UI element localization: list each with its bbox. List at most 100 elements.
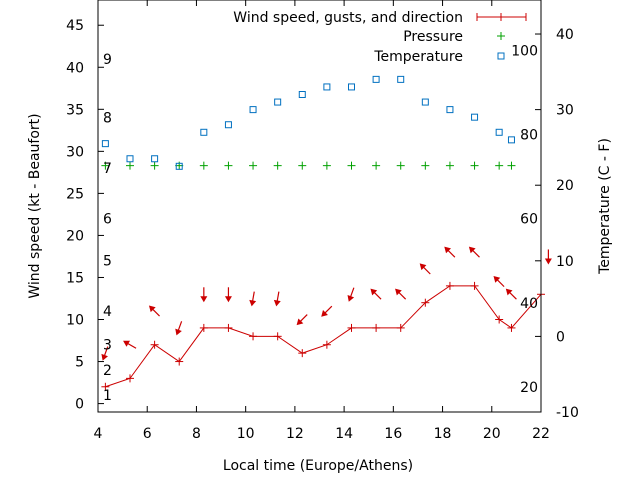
wind-speed-point	[224, 323, 233, 332]
wind-direction-arrow-head	[296, 318, 304, 326]
legend-label-wind: Wind speed, gusts, and direction	[233, 10, 463, 26]
y-axis-label-left: Wind speed (kt - Beaufort)	[27, 113, 43, 298]
wind-direction-arrow-head	[419, 263, 427, 271]
wind-speed-point	[347, 323, 356, 332]
wind-direction-arrow	[273, 291, 281, 307]
temperature-point	[495, 128, 503, 136]
y-left-tick-label: 45	[66, 18, 84, 34]
wind-direction-arrow-head	[200, 296, 208, 303]
x-tick-label: 16	[384, 426, 402, 442]
y-left-tick-label: 15	[66, 270, 84, 286]
x-tick-label: 22	[532, 426, 550, 442]
beaufort-label: 4	[103, 304, 112, 320]
fahrenheit-label: 20	[520, 380, 538, 396]
pressure-point	[445, 161, 454, 170]
x-tick-label: 8	[192, 426, 201, 442]
wind-direction-arrow-head	[101, 353, 108, 361]
temperature-point	[397, 75, 405, 83]
wind-speed-point	[249, 332, 258, 341]
temperature-point	[200, 128, 208, 136]
y-right-tick-label: 20	[556, 178, 574, 194]
wind-direction-arrow-head	[175, 328, 182, 336]
wind-speed-point	[470, 281, 479, 290]
series-layer	[101, 75, 552, 391]
temperature-point	[507, 136, 515, 144]
wind-direction-arrow	[123, 340, 137, 349]
wind-speed-point	[396, 323, 405, 332]
y-left-tick-label: 30	[66, 144, 84, 160]
fahrenheit-label: 100	[511, 44, 538, 60]
wind-direction-arrow-head	[347, 294, 355, 302]
pressure-point	[125, 161, 134, 170]
wind-speed-point	[445, 281, 454, 290]
y-left-tick-label: 25	[66, 186, 84, 202]
wind-speed-point	[125, 374, 134, 383]
pressure-point	[470, 161, 479, 170]
wind-direction-arrow	[505, 288, 517, 300]
y-left-tick-label: 40	[66, 60, 84, 76]
pressure-point	[199, 161, 208, 170]
wind-direction-arrow-head	[148, 305, 156, 313]
plot-frame	[97, 0, 542, 413]
temperature-point	[446, 106, 454, 114]
y-right-tick-label: 10	[556, 254, 574, 270]
wind-speed-point	[495, 315, 504, 324]
temperature-point	[323, 83, 331, 91]
x-tick-label: 6	[143, 426, 152, 442]
pressure-point	[347, 161, 356, 170]
wind-direction-arrow	[493, 276, 505, 288]
wind-direction-arrow	[175, 321, 183, 336]
x-tick-label: 14	[335, 426, 353, 442]
pressure-point	[507, 161, 516, 170]
wind-direction-arrow-head	[123, 340, 131, 347]
y-axis-label-right: Temperature (C - F)	[597, 138, 613, 275]
wind-direction-arrow-head	[395, 288, 402, 296]
wind-direction-arrow	[101, 346, 109, 361]
x-axis-label: Local time (Europe/Athens)	[223, 458, 413, 474]
beaufort-label: 7	[103, 161, 112, 177]
legend-label-temperature: Temperature	[373, 49, 463, 65]
y-left-tick-label: 0	[75, 397, 84, 413]
temperature-point	[347, 83, 355, 91]
pressure-point	[150, 161, 159, 170]
pressure-point	[396, 161, 405, 170]
y-right-tick-label: -10	[556, 405, 579, 421]
x-tick-label: 4	[94, 426, 103, 442]
wind-direction-arrow-head	[468, 246, 476, 254]
pressure-point	[372, 161, 381, 170]
wind-speed-point	[322, 340, 331, 349]
wind-speed-point	[175, 357, 184, 366]
temperature-point	[372, 75, 380, 83]
legend-label-pressure: Pressure	[403, 29, 463, 45]
wind-speed-point	[273, 332, 282, 341]
y-right-tick-label: 0	[556, 329, 565, 345]
wind-direction-arrow	[224, 287, 232, 303]
y-left-tick-label: 35	[66, 102, 84, 118]
wind-speed-point	[199, 323, 208, 332]
pressure-point	[322, 161, 331, 170]
temperature-point	[101, 140, 109, 148]
legend: Wind speed, gusts, and direction Pressur…	[233, 10, 527, 65]
temperature-point	[249, 106, 257, 114]
beaufort-label: 1	[103, 388, 112, 404]
pressure-point	[273, 161, 282, 170]
x-tick-label: 12	[286, 426, 304, 442]
wind-direction-arrow-head	[370, 288, 378, 296]
temperature-point	[126, 155, 134, 163]
wind-direction-arrow-head	[224, 296, 232, 303]
wind-speed-point	[421, 298, 430, 307]
pressure-point	[224, 161, 233, 170]
temperature-point	[224, 121, 232, 129]
wind-direction-arrow-head	[493, 276, 501, 283]
pressure-point	[249, 161, 258, 170]
wind-speed-point	[101, 382, 110, 391]
wind-direction-arrow	[370, 288, 382, 300]
wind-direction-arrow	[347, 287, 355, 302]
beaufort-label: 2	[103, 363, 112, 379]
y-right-tick-label: 30	[556, 103, 574, 119]
x-tick-label: 18	[434, 426, 452, 442]
wind-direction-arrow-head	[273, 299, 281, 307]
wind-speed-line	[105, 285, 542, 388]
beaufort-label: 5	[103, 254, 112, 270]
